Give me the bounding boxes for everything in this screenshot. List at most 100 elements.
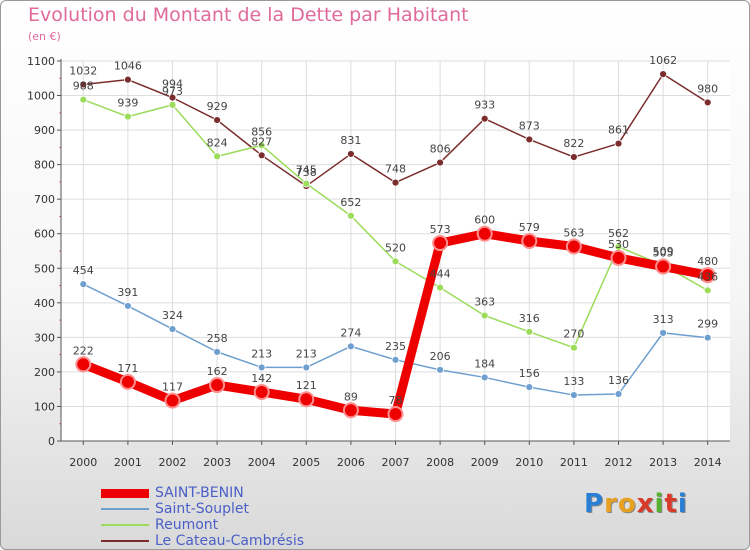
data-point-saint-benin — [253, 383, 270, 400]
data-point-saint-souplet — [124, 302, 132, 310]
data-point-le-cateau-cambr-sis — [614, 139, 623, 148]
y-tick-label: 1000 — [27, 90, 55, 103]
legend-swatch — [101, 508, 149, 510]
x-tick-label: 2001 — [114, 456, 142, 469]
data-point-saint-souplet — [614, 390, 623, 398]
y-tick-label: 800 — [34, 159, 55, 172]
legend-label: Saint-Souplet — [155, 501, 249, 517]
data-point-saint-souplet — [659, 328, 667, 337]
data-point-saint-souplet — [168, 325, 177, 333]
data-point-saint-benin — [699, 267, 716, 284]
data-label-le-cateau-cambr-sis: 929 — [207, 100, 228, 113]
y-tick-label: 200 — [34, 366, 55, 379]
data-point-reumont — [436, 283, 445, 292]
x-tick-label: 2005 — [292, 456, 320, 469]
y-tick-label: 400 — [34, 297, 55, 310]
data-point-le-cateau-cambr-sis — [436, 158, 445, 167]
data-label-le-cateau-cambr-sis: 1032 — [69, 64, 97, 77]
data-label-saint-benin: 530 — [608, 238, 629, 251]
legend-swatch — [101, 524, 149, 526]
data-point-le-cateau-cambr-sis — [659, 70, 667, 79]
x-tick-label: 2002 — [159, 456, 187, 469]
data-label-le-cateau-cambr-sis: 806 — [430, 143, 451, 156]
data-point-le-cateau-cambr-sis — [213, 116, 222, 124]
data-label-saint-benin: 117 — [162, 381, 183, 394]
data-label-reumont: 520 — [385, 241, 406, 254]
legend-item: Reumont — [101, 517, 304, 533]
legend-swatch — [101, 540, 149, 542]
legend-swatch — [101, 488, 149, 498]
data-label-saint-souplet: 324 — [162, 309, 183, 322]
data-point-saint-souplet — [436, 365, 445, 374]
x-tick-label: 2003 — [203, 456, 231, 469]
data-point-saint-souplet — [257, 363, 266, 372]
data-label-saint-souplet: 235 — [385, 340, 406, 353]
data-point-reumont — [79, 95, 88, 104]
data-point-saint-souplet — [79, 280, 88, 289]
y-tick-label: 700 — [34, 193, 55, 206]
x-tick-label: 2000 — [69, 456, 97, 469]
y-tick-label: 0 — [48, 435, 55, 448]
data-label-le-cateau-cambr-sis: 1062 — [649, 54, 677, 67]
data-point-reumont — [257, 141, 266, 150]
data-label-le-cateau-cambr-sis: 980 — [697, 82, 718, 95]
logo-letter: t — [664, 489, 678, 519]
legend-label: SAINT-BENIN — [155, 485, 244, 501]
data-point-reumont — [570, 343, 578, 352]
proxiti-logo: Proxiti — [584, 489, 688, 519]
data-label-le-cateau-cambr-sis: 831 — [340, 134, 361, 147]
data-point-le-cateau-cambr-sis — [124, 75, 132, 84]
data-point-le-cateau-cambr-sis — [391, 178, 400, 187]
data-label-saint-souplet: 213 — [251, 347, 272, 360]
logo-letter: o — [617, 489, 637, 519]
data-label-reumont: 363 — [474, 296, 495, 309]
logo-letter: r — [604, 489, 618, 519]
data-label-saint-souplet: 133 — [563, 375, 584, 388]
data-point-saint-benin — [565, 238, 582, 255]
data-label-saint-benin: 505 — [653, 247, 674, 260]
data-label-reumont: 824 — [207, 136, 228, 149]
data-point-saint-souplet — [213, 347, 222, 356]
data-point-saint-benin — [476, 225, 493, 242]
data-label-saint-benin: 563 — [563, 227, 584, 240]
data-point-le-cateau-cambr-sis — [257, 151, 266, 160]
data-label-reumont: 856 — [251, 125, 272, 138]
data-point-saint-benin — [119, 373, 136, 390]
x-tick-label: 2009 — [471, 456, 499, 469]
data-label-saint-souplet: 213 — [296, 347, 317, 360]
data-label-saint-souplet: 299 — [697, 318, 718, 331]
logo-letter: P — [584, 489, 605, 519]
data-label-reumont: 436 — [697, 270, 718, 283]
data-label-saint-benin: 89 — [344, 390, 358, 403]
data-point-reumont — [391, 257, 400, 266]
data-label-saint-benin: 171 — [117, 362, 138, 375]
logo-letter: x — [636, 489, 655, 519]
data-point-le-cateau-cambr-sis — [346, 150, 355, 158]
data-point-saint-benin — [610, 249, 627, 266]
x-tick-label: 2014 — [694, 456, 722, 469]
data-label-reumont: 652 — [340, 196, 361, 209]
data-label-reumont: 509 — [653, 245, 674, 258]
data-label-le-cateau-cambr-sis: 1046 — [114, 60, 142, 73]
data-label-le-cateau-cambr-sis: 822 — [563, 137, 584, 150]
data-point-saint-benin — [75, 356, 92, 373]
data-label-le-cateau-cambr-sis: 738 — [296, 166, 317, 179]
data-point-saint-benin — [387, 406, 404, 423]
y-tick-label: 100 — [34, 400, 55, 413]
data-label-reumont: 939 — [117, 97, 138, 110]
data-label-reumont: 562 — [608, 227, 629, 240]
data-label-saint-benin: 78 — [389, 394, 403, 407]
data-label-saint-souplet: 136 — [608, 374, 629, 387]
chart-unit-label: (en €) — [28, 30, 61, 43]
data-point-saint-souplet — [703, 333, 712, 342]
data-point-le-cateau-cambr-sis — [79, 80, 88, 89]
data-label-saint-souplet: 454 — [73, 264, 94, 277]
data-label-reumont: 444 — [430, 268, 451, 281]
data-point-le-cateau-cambr-sis — [570, 153, 578, 161]
data-point-le-cateau-cambr-sis — [703, 98, 712, 107]
data-label-le-cateau-cambr-sis: 994 — [162, 78, 183, 91]
y-tick-label: 1100 — [27, 55, 55, 68]
data-label-reumont: 973 — [162, 85, 183, 98]
